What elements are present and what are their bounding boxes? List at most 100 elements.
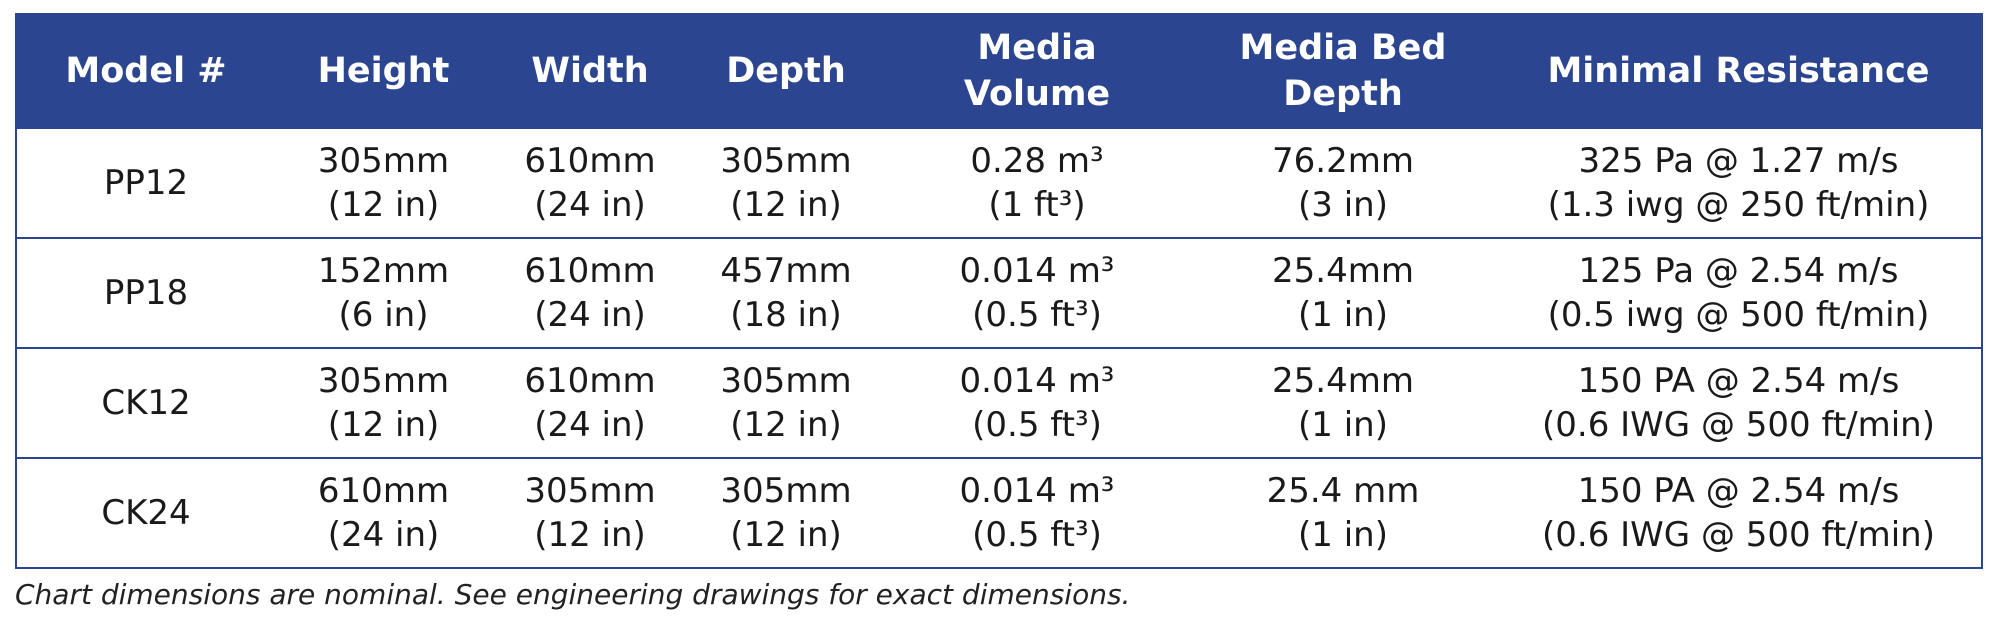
table-cell: 610mm (24 in) <box>492 347 688 458</box>
table-cell: 0.014 m³ (0.5 ft³) <box>884 347 1190 458</box>
cell-line: CK12 <box>101 383 191 423</box>
cell-line: (1 in) <box>1298 515 1388 555</box>
cell-line: 25.4mm <box>1272 361 1414 401</box>
cell-line: 610mm <box>524 141 656 181</box>
cell-line: (12 in) <box>730 185 842 225</box>
table-row: PP18 152mm (6 in) 610mm (24 in) 457mm (18 in) 0… <box>16 237 1982 348</box>
table-cell: 325 Pa @ 1.27 m/s (1.3 iwg @ 250 ft/min) <box>1496 127 1982 238</box>
cell-line: (0.5 iwg @ 500 ft/min) <box>1547 295 1930 335</box>
cell-line: (1 in) <box>1298 405 1388 445</box>
table-wrap: Model # Height Width Depth Media Volume Media … <box>15 13 1983 569</box>
header-cell: Minimal Resistance <box>1496 14 1982 128</box>
cell-line: Media <box>977 28 1097 68</box>
table-body: PP12 305mm (12 in) 610mm (24 in) 305mm (12 in)… <box>16 127 1982 568</box>
cell-line: 25.4 mm <box>1266 471 1420 511</box>
table-cell: 305mm (12 in) <box>275 347 492 458</box>
table-cell: 610mm (24 in) <box>275 457 492 568</box>
table-cell: 0.014 m³ (0.5 ft³) <box>884 237 1190 348</box>
header-cell: Height <box>275 14 492 128</box>
cell-line: 305mm <box>317 361 450 401</box>
table-cell: 25.4 mm (1 in) <box>1190 457 1496 568</box>
footnote: Chart dimensions are nominal. See engine… <box>15 578 1131 611</box>
cell-line: 457mm <box>720 251 852 291</box>
cell-line: (24 in) <box>534 185 646 225</box>
table-cell: 610mm (24 in) <box>492 127 688 238</box>
cell-line: 150 PA @ 2.54 m/s <box>1577 361 1900 401</box>
cell-line: 610mm <box>524 361 656 401</box>
header-cell: Depth <box>688 14 884 128</box>
cell-line: 150 PA @ 2.54 m/s <box>1577 471 1900 511</box>
cell-line: 305mm <box>720 471 852 511</box>
cell-line: 25.4mm <box>1272 251 1414 291</box>
table-row: PP12 305mm (12 in) 610mm (24 in) 305mm (12 in)… <box>16 127 1982 238</box>
cell-line: 125 Pa @ 2.54 m/s <box>1578 251 1899 291</box>
table-cell: 0.28 m³ (1 ft³) <box>884 127 1190 238</box>
table-cell: 150 PA @ 2.54 m/s (0.6 IWG @ 500 ft/min) <box>1496 457 1982 568</box>
cell-line: 0.014 m³ <box>959 471 1115 511</box>
table-cell: 152mm (6 in) <box>275 237 492 348</box>
table-cell: 0.014 m³ (0.5 ft³) <box>884 457 1190 568</box>
table-cell: 457mm (18 in) <box>688 237 884 348</box>
cell-line: (12 in) <box>730 515 842 555</box>
cell-line: (0.6 IWG @ 500 ft/min) <box>1542 405 1935 445</box>
table-cell: 76.2mm (3 in) <box>1190 127 1496 238</box>
table-cell: 610mm (24 in) <box>492 237 688 348</box>
cell-line: (12 in) <box>327 185 440 225</box>
header-cell: Width <box>492 14 688 128</box>
cell-line: 0.28 m³ <box>970 141 1104 181</box>
cell-line: (24 in) <box>327 515 440 555</box>
table-cell: 305mm (12 in) <box>688 347 884 458</box>
cell-line: 305mm <box>720 141 852 181</box>
cell-line: (24 in) <box>534 405 646 445</box>
cell-line: 610mm <box>317 471 450 511</box>
table-row: CK12 305mm (12 in) 610mm (24 in) 305mm (12 in)… <box>16 347 1982 458</box>
cell-line: (12 in) <box>730 405 842 445</box>
cell-line: (18 in) <box>730 295 842 335</box>
table-cell: 305mm (12 in) <box>688 457 884 568</box>
cell-line: (1.3 iwg @ 250 ft/min) <box>1547 185 1930 225</box>
cell-line: 325 Pa @ 1.27 m/s <box>1578 141 1899 181</box>
cell-line: Depth <box>1283 74 1403 114</box>
cell-line: (24 in) <box>534 295 646 335</box>
cell-line: (0.5 ft³) <box>972 405 1102 445</box>
table-cell: 305mm (12 in) <box>275 127 492 238</box>
cell-line: (6 in) <box>338 295 429 335</box>
table-cell: 305mm (12 in) <box>688 127 884 238</box>
cell-line: 76.2mm <box>1272 141 1414 181</box>
table-cell: 25.4mm (1 in) <box>1190 347 1496 458</box>
cell-line: (12 in) <box>534 515 646 555</box>
cell-line: (0.6 IWG @ 500 ft/min) <box>1542 515 1935 555</box>
cell-line: PP12 <box>103 163 189 203</box>
cell-line: Width <box>531 51 649 91</box>
cell-line: 152mm <box>317 251 450 291</box>
cell-line: 0.014 m³ <box>959 251 1115 291</box>
cell-line: PP18 <box>103 273 189 313</box>
cell-line: Media Bed <box>1239 28 1447 68</box>
table-cell: 305mm (12 in) <box>492 457 688 568</box>
header-cell: Media Bed Depth <box>1190 14 1496 128</box>
cell-line: (3 in) <box>1298 185 1388 225</box>
table-cell: 150 PA @ 2.54 m/s (0.6 IWG @ 500 ft/min) <box>1496 347 1982 458</box>
table-cell: 25.4mm (1 in) <box>1190 237 1496 348</box>
cell-line: 0.014 m³ <box>959 361 1115 401</box>
table-cell: CK24 <box>16 457 275 568</box>
cell-line: Depth <box>726 51 846 91</box>
table-row: CK24 610mm (24 in) 305mm (12 in) 305mm (12 in)… <box>16 457 1982 568</box>
cell-line: 610mm <box>524 251 656 291</box>
header-cell: Model # <box>16 14 275 128</box>
cell-line: Model # <box>65 51 227 91</box>
cell-line: Height <box>317 51 450 91</box>
table-cell: PP18 <box>16 237 275 348</box>
cell-line: Minimal Resistance <box>1547 51 1930 91</box>
cell-line: (0.5 ft³) <box>972 515 1102 555</box>
cell-line: 305mm <box>720 361 852 401</box>
cell-line: (1 ft³) <box>988 185 1086 225</box>
cell-line: 305mm <box>524 471 656 511</box>
cell-line: (0.5 ft³) <box>972 295 1102 335</box>
header-cell: Media Volume <box>884 14 1190 128</box>
header-row: Model # Height Width Depth Media Volume Media … <box>16 14 1982 128</box>
cell-line: 305mm <box>317 141 450 181</box>
cell-line: (12 in) <box>327 405 440 445</box>
table-cell: PP12 <box>16 127 275 238</box>
